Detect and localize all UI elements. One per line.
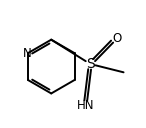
Text: HN: HN (76, 99, 94, 112)
Text: N: N (23, 47, 32, 60)
Text: O: O (112, 32, 121, 45)
Text: S: S (86, 57, 95, 71)
